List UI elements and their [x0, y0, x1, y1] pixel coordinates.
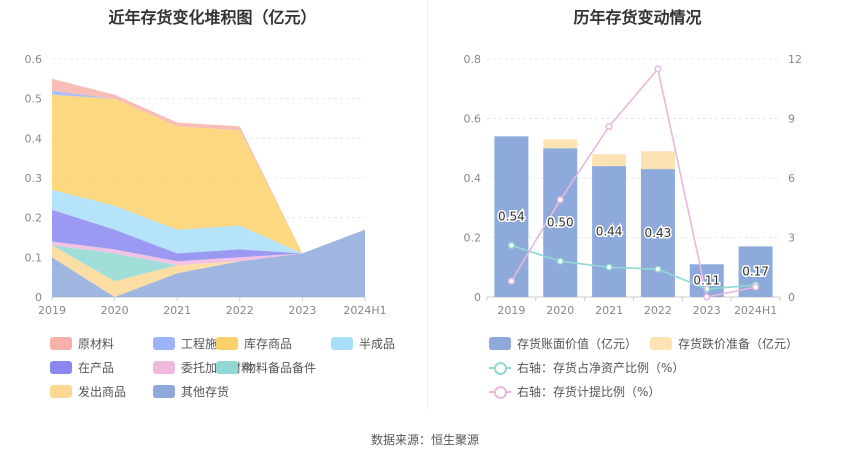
left-y-tick-label: 0.5: [25, 93, 43, 106]
right-legend-item[interactable]: 存货跌价准备（亿元）: [650, 335, 798, 352]
legend-label: 发出商品: [78, 385, 127, 399]
line-point: [654, 65, 662, 73]
line-point: [507, 277, 515, 285]
right-chart-title: 历年存货变动情况: [573, 8, 702, 27]
right-x-tick-label: 2021: [595, 304, 623, 317]
line-右轴：存货计提比例（%）: [510, 67, 756, 298]
line-point: [556, 196, 564, 204]
right-y2-tick-label: 12: [788, 53, 802, 66]
left-x-tick-label: 2022: [226, 304, 254, 317]
right-x-tick-label: 2023: [693, 304, 721, 317]
right-y2-tick-label: 9: [788, 113, 795, 126]
legend-label: 存货跌价准备（亿元）: [678, 337, 799, 351]
right-x-tick-label: 2022: [644, 304, 672, 317]
bar-存货跌价准备（亿元）: [543, 139, 578, 149]
left-legend-item[interactable]: 发出商品: [50, 383, 126, 400]
right-x-tick-label: 2020: [546, 304, 574, 317]
line-point: [703, 293, 711, 301]
bar-存货账面价值（亿元）: [543, 148, 578, 297]
bar-value-label: 0.43: [645, 226, 672, 240]
legend-label: 右轴：存货计提比例（%）: [517, 385, 661, 399]
legend-swatch: [216, 361, 238, 374]
line-point: [507, 241, 515, 249]
right-y2-tick-label: 3: [788, 232, 795, 245]
left-y-tick-label: 0.1: [25, 251, 43, 264]
right-legend-item[interactable]: 右轴：存货占净资产比例（%）: [489, 359, 684, 376]
line-point: [654, 265, 662, 273]
right-y2-tick-label: 6: [788, 172, 795, 185]
left-legend-item[interactable]: 原材料: [50, 335, 114, 352]
legend-label: 其他存货: [181, 385, 230, 399]
bar-value-label: 0.50: [547, 216, 574, 230]
bar-value-label: 0.54: [498, 210, 525, 224]
right-y-tick-label: 0.8: [464, 53, 482, 66]
bar-存货账面价值（亿元）: [494, 136, 529, 297]
left-legend-item[interactable]: 物料备品备件: [216, 359, 316, 376]
left-legend-item[interactable]: 在产品: [50, 359, 114, 376]
legend-label: 原材料: [78, 337, 115, 351]
legend-label: 物料备品备件: [244, 361, 317, 375]
legend-swatch: [153, 385, 175, 398]
bar-存货跌价准备（亿元）: [640, 151, 675, 170]
legend-swatch: [331, 337, 353, 350]
line-point: [752, 283, 760, 291]
line-point: [556, 257, 564, 265]
legend-label: 半成品: [359, 337, 396, 351]
area-半成品: [52, 189, 365, 254]
left-y-tick-label: 0.4: [25, 132, 43, 145]
right-legend-item[interactable]: 存货账面价值（亿元）: [489, 335, 637, 352]
left-y-tick-label: 0.3: [25, 172, 43, 185]
bar-存货跌价准备（亿元）: [592, 154, 627, 167]
bar-value-label: 0.44: [596, 225, 623, 239]
left-x-tick-label: 2023: [288, 304, 316, 317]
panel-divider: [427, 0, 428, 410]
legend-label: 存货账面价值（亿元）: [517, 337, 638, 351]
left-x-tick-label: 2020: [101, 304, 129, 317]
left-x-tick-label: 2019: [38, 304, 66, 317]
legend-label: 在产品: [78, 361, 115, 375]
legend-label: 右轴：存货占净资产比例（%）: [517, 361, 685, 375]
right-legend-item[interactable]: 右轴：存货计提比例（%）: [489, 383, 660, 400]
legend-swatch: [50, 337, 72, 350]
legend-swatch: [50, 361, 72, 374]
bar-value-label: 0.11: [693, 274, 720, 288]
left-y-tick-label: 0.6: [25, 53, 43, 66]
line-point: [605, 263, 613, 271]
area-在产品: [52, 209, 365, 262]
right-y-tick-label: 0: [474, 291, 481, 304]
charts-canvas: 0 0.1 0.2 0.3 0.4 0.5 0.6 2019 2020 2021 2022 2023 2…: [25, 53, 803, 317]
legend-swatch: [50, 385, 72, 398]
right-y-tick-label: 0.2: [464, 232, 482, 245]
area-物料备品备件: [52, 229, 365, 282]
left-y-tick-label: 0.2: [25, 212, 43, 225]
right-y2-tick-label: 0: [788, 291, 795, 304]
legend-swatch: [489, 337, 511, 350]
legend-swatch: [153, 337, 175, 350]
right-y-tick-label: 0.6: [464, 113, 482, 126]
bar-存货账面价值（亿元）: [592, 166, 627, 297]
line-右轴：存货占净资产比例（%）: [511, 244, 756, 290]
left-legend-item[interactable]: 库存商品: [216, 335, 292, 352]
legend-swatch: [153, 361, 175, 374]
legend-swatch: [489, 385, 511, 399]
right-x-tick-label: 2024H1: [734, 304, 777, 317]
line-point: [605, 122, 613, 130]
legend-swatch: [650, 337, 672, 350]
area-其他存货: [52, 229, 365, 297]
legend-label: 库存商品: [244, 337, 293, 351]
left-legend-item[interactable]: 其他存货: [153, 383, 229, 400]
bar-value-label: 0.17: [742, 265, 769, 279]
legend-swatch: [216, 337, 238, 350]
right-y-tick-label: 0.4: [464, 172, 482, 185]
bar-存货账面价值（亿元）: [640, 169, 675, 297]
left-y-tick-label: 0: [35, 291, 42, 304]
area-库存商品: [52, 94, 365, 254]
right-x-tick-label: 2019: [497, 304, 525, 317]
legend-swatch: [489, 361, 511, 375]
left-legend-item[interactable]: 半成品: [331, 335, 395, 352]
left-chart-title: 近年存货变化堆积图（亿元）: [108, 8, 317, 27]
data-source: 数据来源：恒生聚源: [370, 433, 479, 447]
left-x-tick-label: 2024H1: [343, 304, 386, 317]
left-x-tick-label: 2021: [163, 304, 191, 317]
